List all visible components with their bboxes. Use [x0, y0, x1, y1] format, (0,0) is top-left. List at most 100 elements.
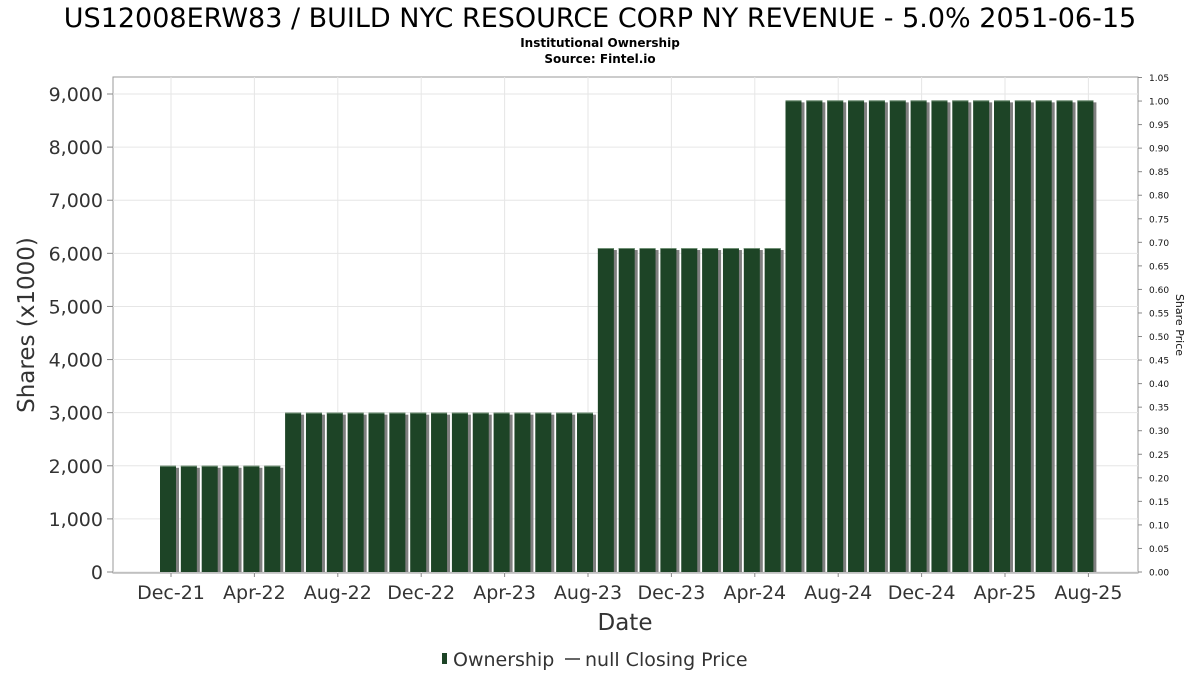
bar	[681, 248, 701, 572]
y2-tick-label: 0.15	[1149, 498, 1169, 508]
bar-fill	[326, 412, 343, 572]
y2-tick-label: 0.45	[1149, 357, 1169, 367]
bar	[1035, 100, 1055, 572]
x-tick-label: Aug-24	[804, 582, 872, 604]
x-tick-label: Apr-22	[223, 582, 286, 604]
y-tick-label: 3,000	[49, 403, 103, 425]
bar-fill	[243, 465, 260, 572]
bar-fill	[1077, 100, 1094, 572]
bar-fill	[660, 248, 677, 572]
y2-tick-label: 0.40	[1149, 380, 1169, 390]
bar	[785, 100, 805, 572]
bar	[952, 100, 972, 572]
bar-fill	[535, 412, 552, 572]
y2-tick-label: 0.50	[1149, 333, 1169, 343]
bar-fill	[431, 412, 448, 572]
bar	[618, 248, 638, 572]
bar-fill	[952, 100, 969, 572]
bar-fill	[702, 248, 719, 572]
bar-fill	[889, 100, 906, 572]
bar-fill	[264, 465, 281, 572]
y-axis-label: Shares (x1000)	[14, 237, 40, 413]
x-tick-label: Aug-22	[304, 582, 372, 604]
bar	[1056, 100, 1076, 572]
bar-fill	[785, 100, 802, 572]
bar-fill	[639, 248, 656, 572]
bar-fill	[973, 100, 990, 572]
x-tick-label: Dec-23	[637, 582, 705, 604]
bar	[994, 100, 1013, 572]
y2-tick-label: 0.80	[1149, 192, 1169, 202]
y2-tick-label: 0.60	[1149, 286, 1169, 296]
bar-fill	[493, 412, 510, 572]
bar	[410, 412, 430, 572]
legend-ownership-label: Ownership	[453, 649, 554, 671]
bar	[243, 465, 263, 572]
bar	[514, 412, 534, 572]
bar	[577, 412, 596, 572]
chart-subtitle: Institutional Ownership	[520, 36, 680, 50]
bar-fill	[201, 465, 218, 572]
y2-tick-label: 0.55	[1149, 309, 1169, 319]
x-tick-label: Dec-21	[137, 582, 205, 604]
bar	[180, 465, 200, 572]
bar-fill	[160, 465, 176, 572]
bar-fill	[681, 248, 698, 572]
bar	[743, 248, 763, 572]
y-tick-label: 0	[91, 562, 103, 584]
y2-tick-label: 0.65	[1149, 262, 1169, 272]
bar	[910, 100, 930, 572]
x-tick-label: Apr-25	[974, 582, 1037, 604]
chart-title: US12008ERW83 / BUILD NYC RESOURCE CORP N…	[64, 3, 1136, 34]
bar	[222, 465, 242, 572]
bar-fill	[910, 100, 927, 572]
y-axis-left: 0 1,000 2,000 3,000 4,000 5,000 6,000 7,000 8,00…	[49, 84, 113, 584]
bar	[493, 412, 513, 572]
bar	[639, 248, 659, 572]
y2-tick-label: 0.95	[1149, 121, 1169, 131]
bar-fill	[806, 100, 823, 572]
bar	[806, 100, 826, 572]
bar	[535, 412, 555, 572]
legend-ownership-swatch	[442, 653, 447, 664]
bar-fill	[848, 100, 865, 572]
bar	[389, 412, 409, 572]
bar-fill	[618, 248, 635, 572]
bar-fill	[285, 412, 302, 572]
bar-fill	[722, 248, 739, 572]
bar	[597, 248, 617, 572]
bar	[201, 465, 221, 572]
x-axis: Dec-21 Apr-22 Aug-22 Dec-22 Apr-23 Aug-23 Dec-…	[137, 573, 1122, 604]
y2-axis-label: Share Price	[1173, 294, 1186, 356]
bar-fill	[1056, 100, 1073, 572]
bar-fill	[368, 412, 385, 572]
bars-group	[160, 100, 1097, 572]
x-tick-label: Apr-23	[473, 582, 536, 604]
y-tick-label: 6,000	[49, 243, 103, 265]
bar-fill	[410, 412, 427, 572]
y2-tick-label: 0.85	[1149, 168, 1169, 178]
y2-tick-label: 0.20	[1149, 474, 1169, 484]
y-tick-label: 5,000	[49, 296, 103, 318]
bar-fill	[577, 412, 593, 572]
bar	[451, 412, 471, 572]
bar	[431, 412, 451, 572]
legend-price-label: null Closing Price	[585, 649, 748, 671]
y-tick-label: 4,000	[49, 350, 103, 372]
bar	[472, 412, 492, 572]
bar	[702, 248, 722, 572]
bar	[368, 412, 388, 572]
chart-source: Source: Fintel.io	[544, 52, 655, 66]
y-tick-label: 9,000	[49, 84, 103, 106]
bar-fill	[451, 412, 468, 572]
bar	[660, 248, 680, 572]
bar	[868, 100, 888, 572]
bar	[1077, 100, 1097, 572]
y2-tick-label: 0.90	[1149, 145, 1169, 155]
bar	[305, 412, 325, 572]
bar	[722, 248, 742, 572]
x-tick-label: Dec-22	[387, 582, 455, 604]
bar-fill	[472, 412, 489, 572]
x-tick-label: Apr-24	[723, 582, 786, 604]
y2-tick-label: 0.00	[1149, 569, 1169, 579]
